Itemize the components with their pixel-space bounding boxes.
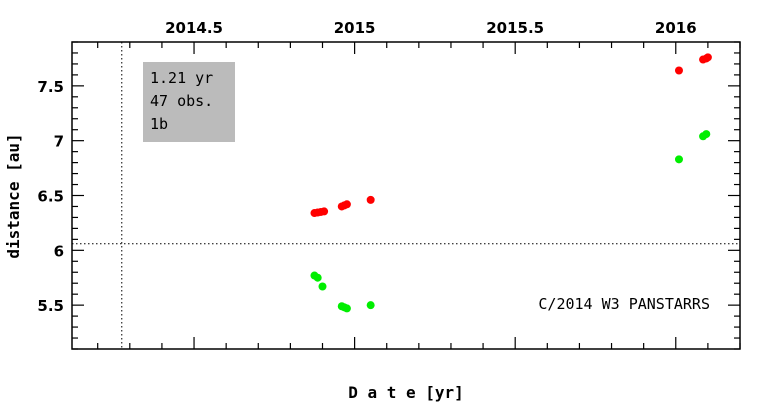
data-point-series-0	[342, 200, 351, 209]
axis-ticks	[72, 41, 741, 350]
data-point-series-1	[366, 301, 375, 310]
data-point-series-1	[674, 155, 683, 164]
data-point-series-0	[320, 207, 329, 216]
info-box: 1.21 yr 47 obs. 1b	[143, 62, 235, 142]
x-tick-label: 2014.5	[165, 19, 223, 37]
plot-frame	[71, 41, 741, 350]
data-point-series-1	[318, 282, 327, 291]
info-box-background	[143, 62, 235, 142]
x-tick-label: 2015.5	[486, 19, 544, 37]
data-points	[310, 53, 712, 313]
info-line-class: 1b	[150, 115, 168, 133]
object-name: C/2014 W3 PANSTARRS	[538, 295, 710, 313]
data-point-series-0	[703, 53, 712, 62]
x-tick-label: 2016	[655, 19, 697, 37]
reference-lines	[72, 42, 740, 349]
y-tick-label: 6	[54, 242, 64, 260]
info-line-obs: 47 obs.	[150, 92, 213, 110]
y-tick-label: 7.5	[37, 78, 64, 96]
y-tick-label: 6.5	[37, 188, 64, 206]
x-tick-label: 2015	[334, 19, 376, 37]
y-tick-label: 7	[54, 133, 64, 151]
info-line-arc: 1.21 yr	[150, 69, 213, 87]
data-point-series-0	[674, 66, 683, 75]
data-point-series-1	[702, 130, 711, 139]
data-point-series-0	[366, 195, 375, 204]
data-point-series-1	[313, 273, 322, 282]
x-axis-title: D a t e [yr]	[348, 383, 464, 402]
y-tick-label: 5.5	[37, 297, 64, 315]
tick-labels: 2014.5 2015 2015.5 2016 5.5 6 6.5 7 7.5	[37, 19, 696, 315]
y-axis-title: distance [au]	[4, 133, 23, 258]
data-point-series-1	[342, 304, 351, 313]
